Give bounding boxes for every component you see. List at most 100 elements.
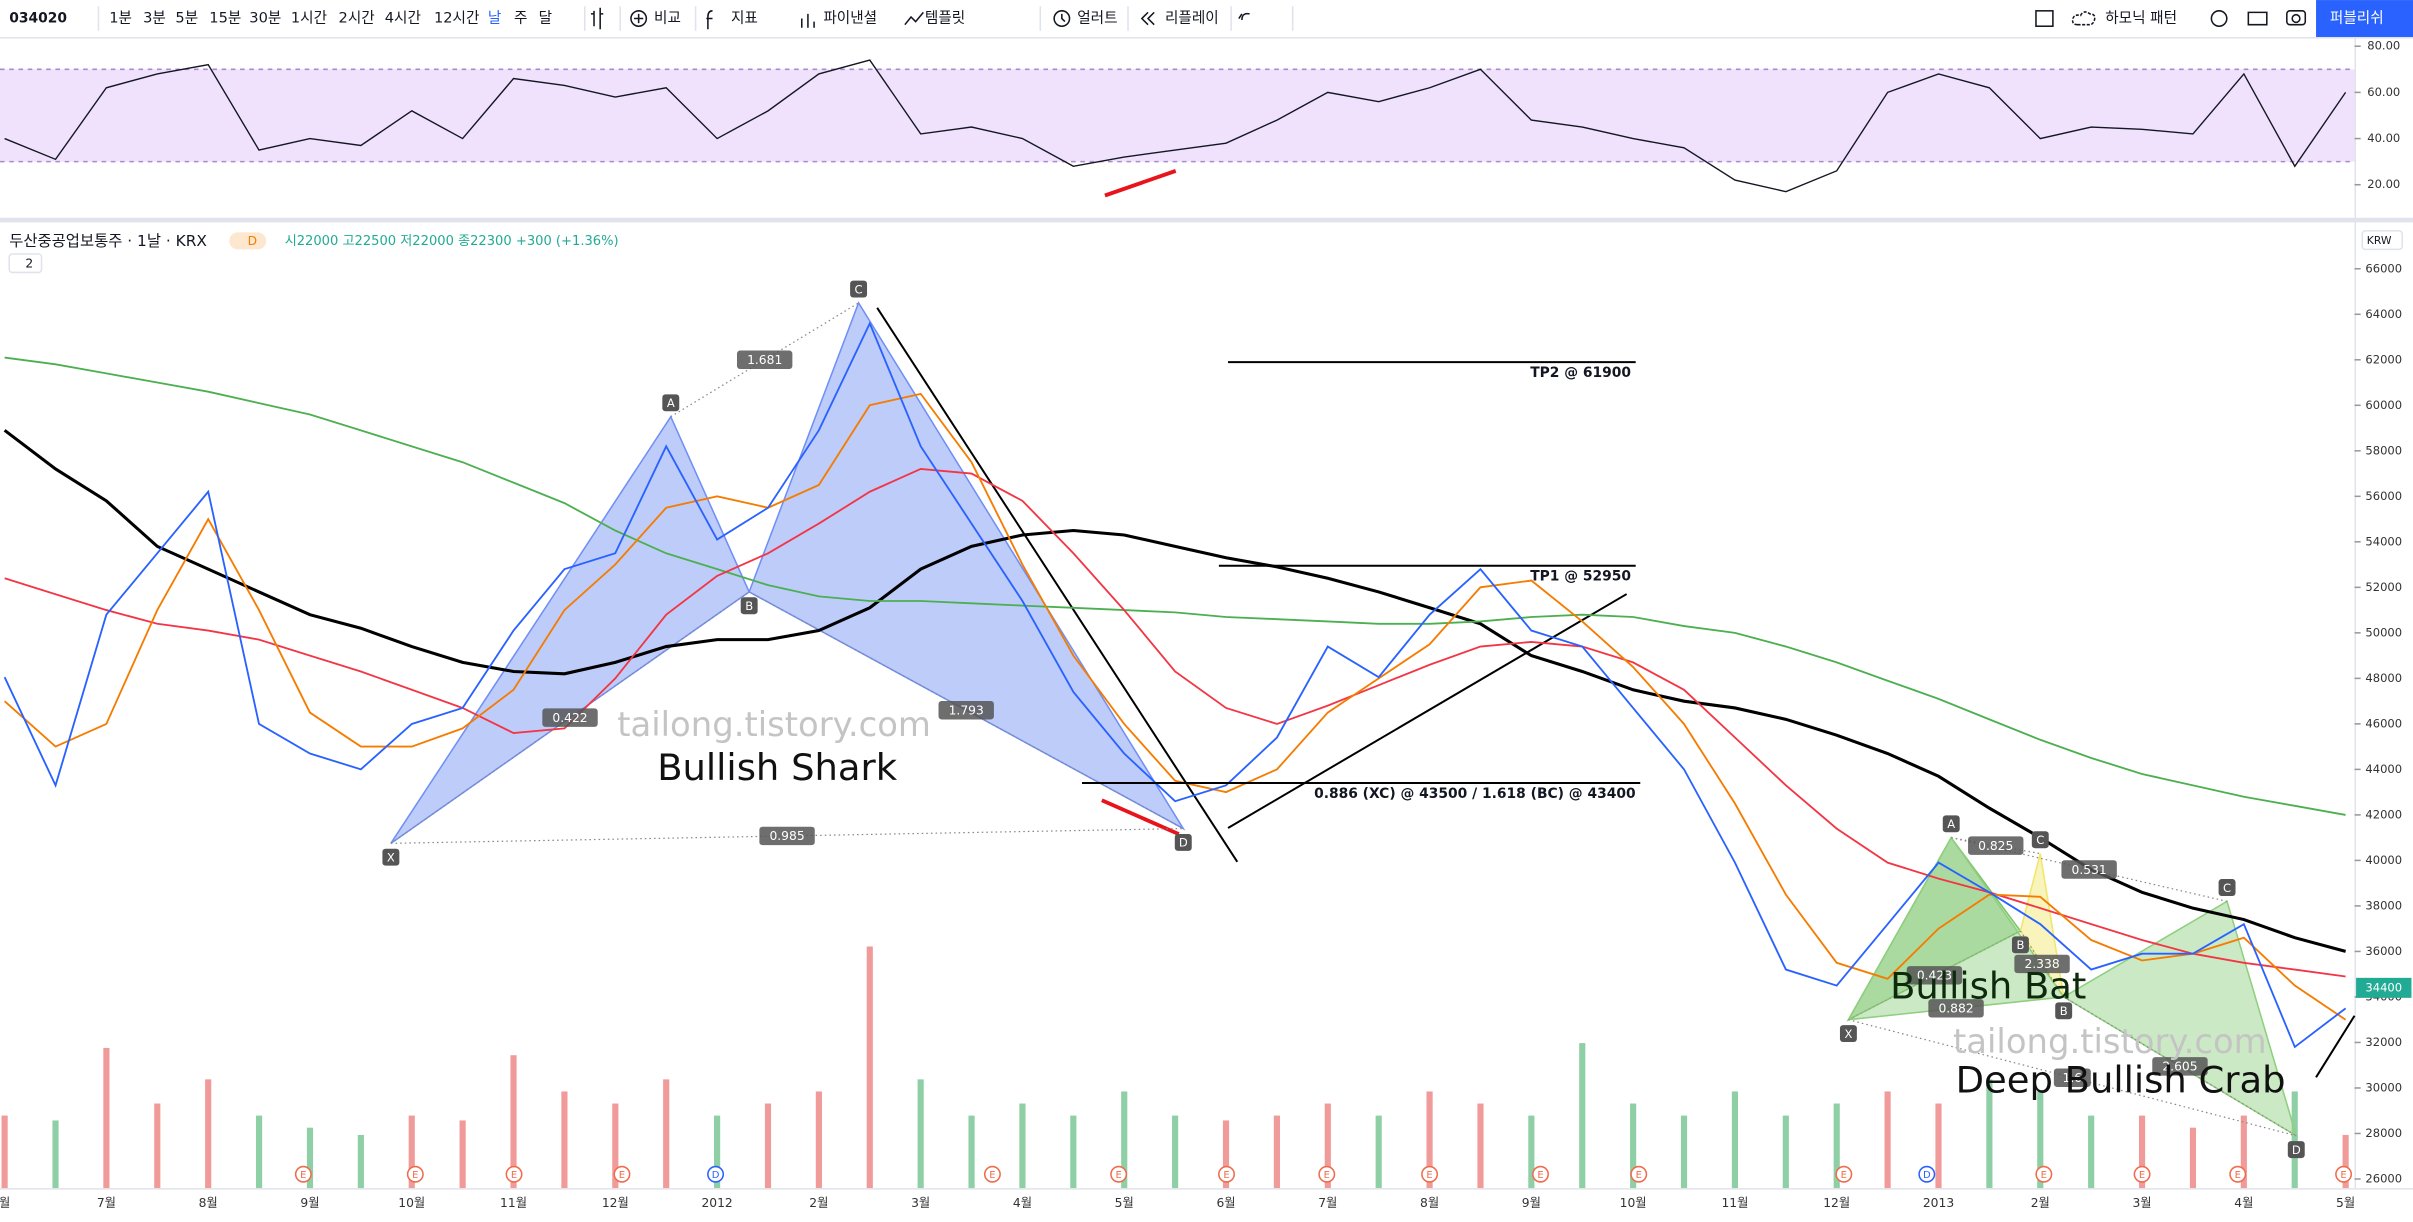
volume-bar: [815, 1091, 822, 1189]
event-marker: [2335, 1165, 2353, 1183]
ratio-label: 1.6: [2063, 1071, 2083, 1085]
event-marker: [1110, 1165, 1128, 1183]
toolbar-item[interactable]: 템플릿: [925, 10, 965, 27]
ratio-label: 2.605: [2162, 1060, 2197, 1074]
price-tick-label: 52000: [2365, 580, 2402, 594]
toolbar-item[interactable]: 날: [488, 10, 501, 27]
volume-bar: [612, 1103, 619, 1189]
toolbar-item[interactable]: 12시간: [434, 10, 479, 27]
collapse-button[interactable]: [8, 253, 43, 274]
toolbar-item[interactable]: 30분: [249, 10, 281, 27]
event-marker: [1835, 1165, 1853, 1183]
x-tick-label: 9월: [1522, 1196, 1541, 1210]
volume-bar: [764, 1103, 772, 1189]
target-label: 0.886 (XC) @ 43500 / 1.618 (BC) @ 43400: [1314, 786, 1636, 802]
event-marker: [294, 1165, 312, 1183]
volume-bar: [968, 1115, 975, 1189]
event-marker: [1532, 1165, 1549, 1183]
x-tick-label: 8월: [1420, 1196, 1439, 1210]
volume-bar: [1630, 1103, 1637, 1189]
symbol-legend: 두산중공업보통주 · 1날 · KRX: [9, 232, 207, 250]
point-box: [2055, 1002, 2073, 1020]
toolbar-item[interactable]: 5분: [175, 10, 198, 27]
volume-bar: [561, 1091, 568, 1189]
volume-bar: [1680, 1115, 1688, 1189]
ratio-line: [390, 827, 1184, 844]
toolbar-item[interactable]: 3분: [143, 10, 166, 27]
toolbar-item[interactable]: 1분: [109, 10, 132, 27]
volume-bar: [1731, 1091, 1739, 1189]
toolbar-item[interactable]: 1시간: [291, 10, 327, 27]
toolbar-item[interactable]: 퍼블리쉬: [2330, 10, 2384, 27]
point-label: B: [2016, 938, 2024, 952]
x-tick-label: 4월: [1013, 1196, 1032, 1210]
ratio-box: [2061, 860, 2117, 879]
event-label: D: [1923, 1170, 1931, 1181]
volume-bar: [1019, 1103, 1026, 1189]
collapse-count: 2: [25, 256, 33, 270]
point-label: X: [1844, 1027, 1852, 1041]
toolbar-item[interactable]: 하모닉 패턴: [2105, 10, 2177, 27]
volume-bar: [1121, 1091, 1128, 1189]
x-tick-label: 10월: [398, 1196, 425, 1210]
point-label: C: [2223, 881, 2231, 895]
x-tick-label: 5월: [1115, 1196, 1134, 1210]
volume-bar: [408, 1115, 415, 1189]
x-tick-label: 4월: [2234, 1196, 2253, 1210]
currency-box[interactable]: [2361, 230, 2403, 251]
toolbar-item[interactable]: 15분: [209, 10, 241, 27]
toolbar-item[interactable]: 파이낸셜: [823, 10, 877, 27]
rsi-band: [0, 69, 2355, 162]
volume-bar: [1172, 1115, 1179, 1189]
volume-bar: [663, 1079, 670, 1189]
volume-bar: [255, 1115, 263, 1189]
volume-bar: [1324, 1103, 1331, 1189]
point-box: [1942, 815, 1960, 833]
volume-bar: [917, 1079, 924, 1189]
toolbar-item[interactable]: 지표: [731, 10, 758, 27]
trend-line: [876, 307, 1239, 863]
x-tick-label: 2012: [701, 1196, 732, 1210]
volume-bar: [205, 1079, 212, 1189]
volume-bar: [154, 1103, 161, 1189]
point-label: B: [745, 599, 753, 613]
trend-line: [1227, 593, 1628, 829]
volume-bar: [1986, 1079, 1993, 1189]
toolbar-item[interactable]: 주: [514, 10, 527, 27]
event-marker: [1318, 1165, 1336, 1183]
volume-bar: [1935, 1103, 1942, 1189]
currency: KRW: [2367, 234, 2392, 247]
volume-bar: [510, 1055, 517, 1189]
event-marker: [1630, 1165, 1648, 1183]
volume-bar: [1884, 1091, 1891, 1189]
price-tick-label: 26000: [2365, 1171, 2402, 1185]
publish-button[interactable]: [2316, 0, 2413, 37]
point-label: D: [2292, 1143, 2301, 1157]
ratio-box: [2152, 1057, 2208, 1076]
event-marker: [1218, 1165, 1235, 1183]
toolbar-item[interactable]: 얼러트: [1077, 10, 1117, 27]
volume-bar: [2037, 1091, 2044, 1189]
event-label: E: [300, 1170, 306, 1181]
volume-bar: [2240, 1115, 2247, 1189]
volume-bar: [1833, 1103, 1840, 1189]
volume-bar: [714, 1115, 721, 1189]
toolbar-item[interactable]: 리플레이: [1165, 10, 1219, 27]
x-tick-label: 2월: [2031, 1196, 2050, 1210]
point-box: [850, 280, 868, 298]
toolbar-item[interactable]: 4시간: [385, 10, 421, 27]
price-tick-label: 58000: [2365, 443, 2402, 457]
price-tick-label: 36000: [2365, 944, 2402, 958]
volume-bar: [1528, 1115, 1535, 1189]
x-tick-label: 8월: [199, 1196, 218, 1210]
toolbar-item[interactable]: 달: [539, 10, 552, 27]
toolbar-item[interactable]: 2시간: [339, 10, 375, 27]
toolbar-item[interactable]: 비교: [654, 10, 681, 27]
badge: [229, 232, 267, 250]
event-marker: [2229, 1165, 2247, 1183]
volume-bar: [2138, 1115, 2146, 1189]
price-tick-label: 56000: [2365, 489, 2402, 503]
point-label: A: [667, 396, 675, 410]
point-box: [382, 848, 400, 866]
